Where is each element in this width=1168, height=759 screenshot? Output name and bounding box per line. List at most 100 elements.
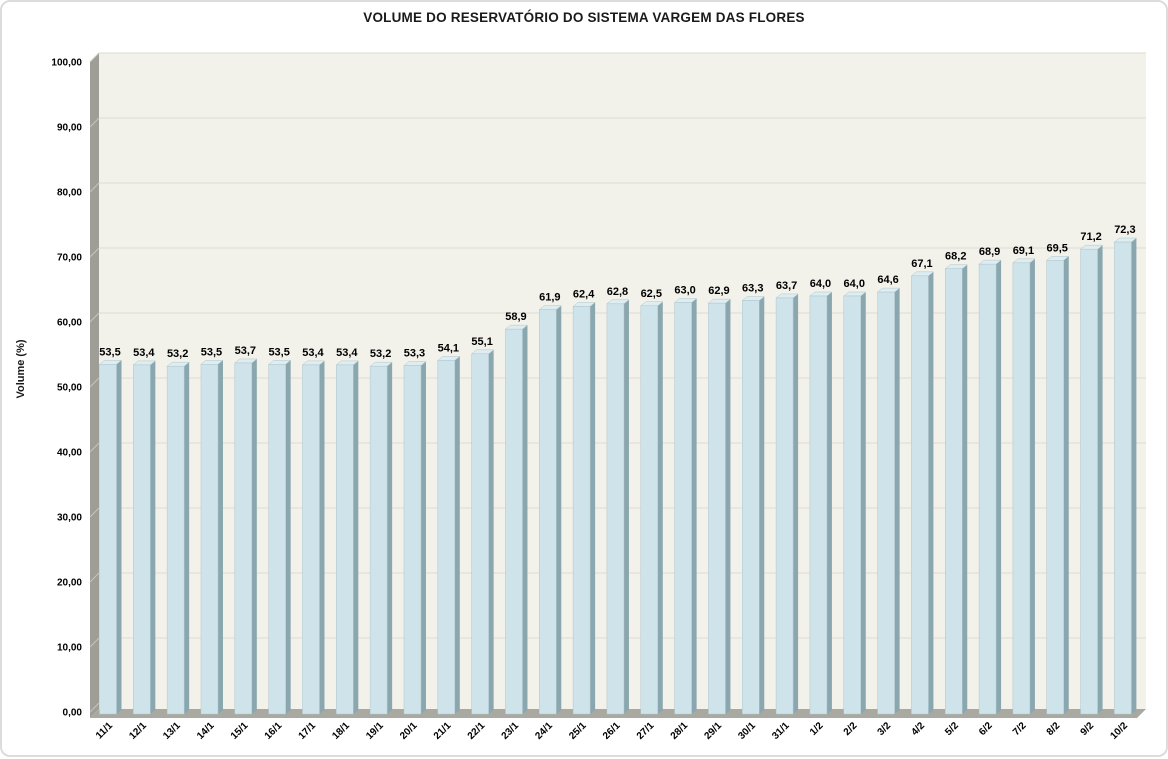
bar-value-label: 53,2 [370, 348, 391, 360]
bar [911, 275, 929, 715]
x-tick-label: 18/1 [330, 720, 352, 742]
bar-value-label: 53,4 [133, 347, 155, 359]
bar-value-label: 62,5 [641, 288, 662, 300]
bar-value-label: 53,5 [99, 346, 120, 358]
bar [1114, 241, 1132, 715]
bar [471, 353, 489, 715]
y-tick-label: 50,00 [57, 383, 82, 394]
x-tick-label: 1/2 [808, 720, 826, 738]
bar [166, 365, 185, 715]
bar-side-face [826, 292, 832, 714]
bar [877, 291, 895, 715]
x-tick-label: 22/1 [466, 720, 488, 742]
bar-side-face [184, 362, 190, 714]
bar [640, 305, 659, 715]
y-tick-label: 80,00 [57, 188, 82, 199]
bar-value-label: 63,3 [742, 283, 763, 295]
bar-value-label: 53,3 [404, 348, 425, 360]
bar-value-label: 58,9 [505, 311, 526, 323]
bar-side-face [1131, 238, 1137, 715]
bar-side-face [1029, 258, 1035, 714]
bar [606, 303, 625, 715]
bar-side-face [759, 296, 765, 714]
bar [539, 309, 557, 715]
x-tick-label: 4/2 [909, 720, 927, 738]
x-tick-label: 5/2 [943, 720, 961, 738]
bar-value-label: 64,0 [844, 278, 865, 290]
bar-value-label: 53,5 [268, 346, 289, 358]
wall-gridline-mark [89, 377, 100, 388]
bar-value-label: 68,2 [945, 251, 966, 263]
bar [505, 328, 523, 715]
bar-value-label: 53,7 [235, 345, 256, 357]
x-tick-label: 30/1 [736, 720, 758, 742]
bar-side-face [725, 299, 731, 714]
wall-gridline-mark [89, 247, 100, 258]
x-tick-label: 31/1 [770, 720, 792, 742]
bar-side-face [522, 325, 528, 714]
bar [945, 268, 963, 715]
y-tick-label: 10,00 [57, 643, 82, 654]
x-tick-label: 8/2 [1045, 720, 1063, 738]
bar [674, 302, 692, 715]
wall-gridline-mark [89, 52, 100, 63]
bar [336, 364, 354, 715]
bar-value-label: 62,8 [607, 286, 628, 298]
x-tick-label: 27/1 [635, 720, 657, 742]
bar-value-label: 69,1 [1013, 245, 1034, 257]
x-tick-label: 3/2 [876, 720, 894, 738]
bar [978, 263, 997, 715]
bar-value-label: 53,4 [336, 347, 358, 359]
side-wall [90, 53, 99, 718]
bar-side-face [623, 299, 629, 714]
bar-value-label: 63,0 [674, 285, 695, 297]
y-tick-label: 30,00 [57, 513, 82, 524]
bar-value-label: 71,2 [1080, 231, 1101, 243]
bar [200, 364, 219, 715]
bar-side-face [1097, 245, 1103, 714]
bar-value-label: 55,1 [471, 336, 492, 348]
bar-side-face [251, 358, 257, 714]
x-tick-label: 14/1 [195, 720, 217, 742]
bar-value-label: 69,5 [1047, 242, 1068, 254]
bar [742, 300, 760, 715]
bar [843, 295, 862, 715]
x-tick-label: 11/1 [94, 720, 115, 741]
bar-value-label: 63,7 [776, 280, 797, 292]
x-tick-label: 24/1 [533, 720, 555, 742]
y-tick-label: 20,00 [57, 578, 82, 589]
y-tick-label: 60,00 [57, 318, 82, 329]
y-tick-label: 40,00 [57, 448, 82, 459]
bar-side-face [996, 260, 1002, 714]
bar-side-face [387, 362, 393, 714]
bar-side-face [590, 302, 596, 714]
x-tick-label: 21/1 [432, 720, 454, 742]
bar-side-face [285, 360, 291, 714]
bar-side-face [657, 301, 663, 714]
bar-value-label: 61,9 [539, 292, 560, 304]
x-tick-label: 28/1 [669, 720, 691, 742]
bar-side-face [556, 305, 562, 714]
x-tick-label: 9/2 [1079, 720, 1097, 738]
x-tick-label: 6/2 [977, 720, 995, 738]
bar [302, 364, 320, 715]
bar-side-face [860, 292, 866, 714]
bar-side-face [116, 360, 122, 714]
bar-value-label: 62,4 [573, 288, 595, 300]
y-tick-label: 0,00 [63, 708, 83, 719]
wall-gridline-mark [89, 572, 100, 583]
bar [809, 295, 828, 715]
bar-value-label: 64,6 [877, 274, 898, 286]
bar-side-face [488, 349, 494, 714]
bar-value-label: 68,9 [979, 246, 1000, 258]
bar [775, 297, 794, 715]
bar-side-face [894, 288, 900, 714]
wall-gridline-mark [89, 702, 100, 713]
bar [1012, 262, 1031, 715]
x-tick-label: 15/1 [229, 720, 251, 742]
bar-value-label: 53,4 [302, 347, 324, 359]
x-tick-label: 2/2 [842, 720, 860, 738]
x-tick-label: 19/1 [364, 720, 386, 742]
